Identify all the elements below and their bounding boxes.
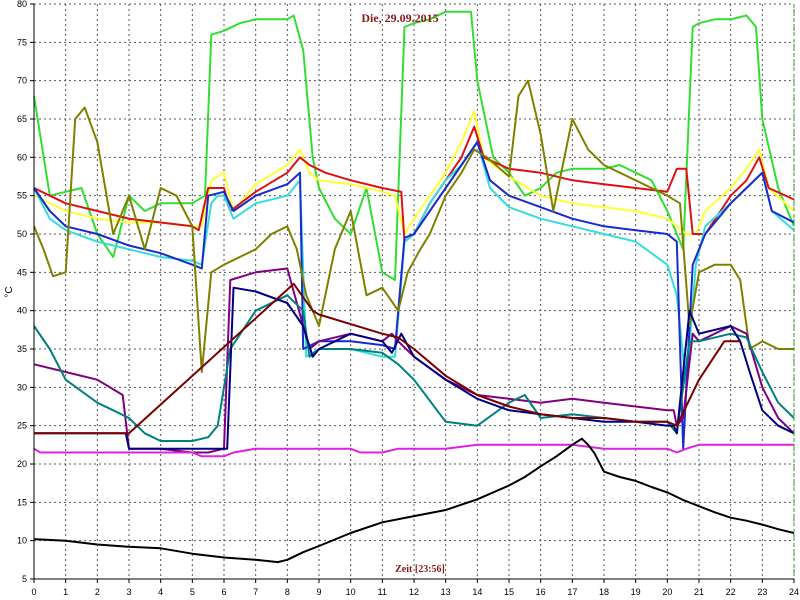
x-tick-label: 11 (378, 587, 387, 597)
x-tick-label: 15 (504, 587, 514, 597)
series-layer (33, 10, 795, 564)
x-tick-label: 17 (567, 587, 577, 597)
series-line-6 (33, 79, 794, 373)
y-tick-label: 35 (17, 344, 27, 354)
y-tick-label: 45 (17, 267, 27, 277)
series-line-12 (33, 437, 795, 564)
x-tick-label: 21 (694, 587, 704, 597)
y-tick-label: 25 (17, 421, 27, 431)
x-tick-labels: 0 1 2 3 4 5 6 7 8 9 10 11 12 13 14 15 16 17 18 19 20 21 22 23 24 (31, 587, 799, 597)
series-line-11 (33, 443, 794, 458)
x-axis-label: Zeit [23:56] (395, 564, 445, 575)
x-tick-label: 6 (221, 587, 226, 597)
y-tick-label: 40 (17, 306, 27, 316)
x-tick-label: 4 (158, 587, 163, 597)
x-tick-label: 18 (599, 587, 609, 597)
x-tick-label: 10 (346, 587, 356, 597)
x-tick-label: 9 (316, 587, 321, 597)
y-tick-label: 60 (17, 152, 27, 162)
axes (30, 3, 795, 583)
chart-title: Die, 29.09.2015 (361, 11, 438, 25)
series-line-8 (33, 294, 795, 442)
x-tick-label: 23 (757, 587, 767, 597)
y-tick-label: 75 (17, 37, 27, 47)
y-tick-label: 20 (17, 459, 27, 469)
y-tick-label: 80 (17, 0, 27, 9)
x-tick-label: 16 (536, 587, 546, 597)
x-tick-label: 8 (285, 587, 290, 597)
y-axis-label: °C (4, 286, 15, 297)
x-tick-label: 20 (662, 587, 672, 597)
x-tick-label: 24 (789, 587, 799, 597)
x-tick-label: 1 (63, 587, 68, 597)
x-tick-label: 19 (631, 587, 641, 597)
y-tick-labels: 5 10 15 20 25 30 35 40 45 50 55 60 65 70 75 80 (17, 0, 27, 584)
y-tick-label: 65 (17, 114, 27, 124)
series-line-1 (33, 10, 795, 281)
series-line-10 (34, 282, 741, 435)
y-tick-label: 30 (17, 382, 27, 392)
x-tick-label: 22 (726, 587, 736, 597)
x-tick-label: 13 (441, 587, 451, 597)
y-tick-label: 5 (22, 574, 27, 584)
x-tick-label: 14 (472, 587, 482, 597)
y-tick-label: 70 (17, 76, 27, 86)
y-tick-label: 55 (17, 191, 27, 201)
x-tick-label: 2 (95, 587, 100, 597)
grid (33, 3, 795, 580)
y-tick-label: 15 (17, 497, 27, 507)
x-tick-label: 12 (409, 587, 419, 597)
x-tick-label: 0 (31, 587, 36, 597)
y-tick-label: 10 (17, 536, 27, 546)
x-tick-label: 3 (126, 587, 131, 597)
x-tick-label: 7 (253, 587, 258, 597)
y-tick-label: 50 (17, 229, 27, 239)
x-tick-label: 5 (190, 587, 195, 597)
